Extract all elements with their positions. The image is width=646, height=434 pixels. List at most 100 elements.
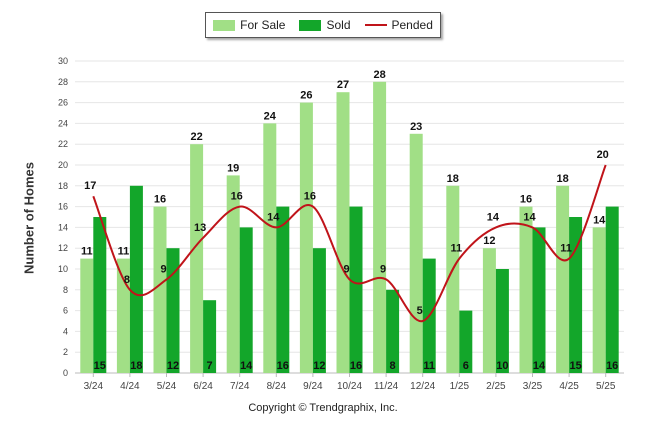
- sold-value-label: 14: [240, 360, 253, 372]
- x-tick-label: 5/25: [596, 381, 616, 392]
- chart-legend: For Sale Sold Pended: [205, 12, 441, 38]
- sold-value-label: 15: [569, 360, 581, 372]
- for-sale-value-label: 16: [520, 194, 532, 206]
- pended-line-icon: [364, 24, 387, 26]
- sold-bar: [239, 227, 253, 373]
- for-sale-bar: [299, 102, 313, 373]
- x-tick-label: 4/24: [120, 381, 140, 392]
- x-tick-label: 2/25: [486, 381, 506, 392]
- for-sale-bar: [482, 248, 496, 373]
- sold-bar: [129, 185, 143, 373]
- pended-value-label: 11: [450, 243, 462, 255]
- for-sale-value-label: 24: [264, 110, 277, 122]
- y-tick-label: 20: [58, 160, 68, 170]
- sold-bar: [166, 248, 180, 373]
- pended-value-label: 9: [343, 263, 349, 275]
- x-tick-label: 3/25: [523, 381, 543, 392]
- y-tick-label: 30: [58, 56, 68, 66]
- sold-bar: [386, 289, 400, 373]
- pended-value-label: 14: [267, 211, 280, 223]
- pended-value-label: 16: [304, 191, 316, 203]
- for-sale-value-label: 11: [81, 246, 93, 258]
- for-sale-swatch-icon: [213, 19, 236, 31]
- legend-item-sold[interactable]: Sold: [299, 18, 351, 32]
- sold-bar: [605, 206, 619, 373]
- sold-bar: [312, 248, 326, 373]
- legend-label-pended: Pended: [391, 18, 433, 32]
- for-sale-bar: [153, 206, 167, 373]
- y-tick-label: 26: [58, 98, 68, 108]
- sold-value-label: 11: [423, 360, 435, 372]
- for-sale-value-label: 23: [410, 121, 422, 133]
- x-tick-label: 6/24: [193, 381, 213, 392]
- for-sale-value-label: 12: [483, 235, 495, 247]
- y-tick-label: 22: [58, 139, 68, 149]
- y-tick-label: 6: [63, 306, 68, 316]
- pended-value-label: 14: [487, 211, 500, 223]
- sold-value-label: 12: [167, 360, 179, 372]
- y-tick-label: 18: [58, 181, 68, 191]
- y-tick-label: 14: [58, 222, 68, 232]
- pended-value-label: 8: [124, 274, 130, 286]
- y-tick-label: 24: [58, 118, 68, 128]
- x-tick-label: 7/24: [230, 381, 250, 392]
- legend-item-pended[interactable]: Pended: [364, 18, 433, 32]
- pended-value-label: 11: [560, 243, 572, 255]
- x-tick-label: 3/24: [84, 381, 104, 392]
- x-tick-label: 8/24: [267, 381, 287, 392]
- sold-bar: [459, 310, 473, 373]
- for-sale-bar: [556, 185, 570, 373]
- pended-value-label: 20: [597, 149, 609, 161]
- sold-value-label: 16: [606, 360, 618, 372]
- for-sale-bar: [409, 133, 423, 373]
- for-sale-bar: [336, 92, 350, 373]
- x-tick-label: 9/24: [303, 381, 323, 392]
- for-sale-bar: [446, 185, 460, 373]
- for-sale-bar: [373, 81, 387, 374]
- sold-value-label: 16: [350, 360, 362, 372]
- y-axis-title: Number of Homes: [21, 162, 37, 274]
- legend-item-for-sale[interactable]: For Sale: [213, 18, 285, 32]
- for-sale-bar: [263, 123, 277, 374]
- for-sale-value-label: 11: [118, 246, 130, 258]
- sold-value-label: 6: [463, 360, 469, 372]
- x-tick-label: 4/25: [559, 381, 579, 392]
- for-sale-bar: [80, 258, 94, 373]
- for-sale-value-label: 14: [593, 214, 606, 226]
- sold-bar: [349, 206, 363, 373]
- sold-value-label: 10: [496, 360, 508, 372]
- pended-value-label: 13: [194, 222, 206, 234]
- y-tick-label: 28: [58, 77, 68, 87]
- pended-value-label: 14: [523, 211, 536, 223]
- for-sale-value-label: 18: [556, 173, 568, 185]
- for-sale-value-label: 26: [300, 90, 312, 102]
- y-tick-label: 12: [58, 243, 68, 253]
- pended-value-label: 9: [380, 263, 386, 275]
- sold-value-label: 14: [533, 360, 546, 372]
- legend-label-for-sale: For Sale: [240, 18, 286, 32]
- x-tick-label: 12/24: [410, 381, 435, 392]
- y-tick-label: 16: [58, 202, 68, 212]
- sold-bar: [93, 217, 107, 373]
- sold-bar: [203, 300, 217, 373]
- sold-value-label: 7: [207, 360, 213, 372]
- sold-bar: [495, 269, 509, 373]
- for-sale-value-label: 28: [373, 69, 385, 81]
- y-tick-label: 2: [63, 347, 68, 357]
- sold-value-label: 12: [313, 360, 325, 372]
- sold-value-label: 18: [130, 360, 142, 372]
- x-tick-label: 11/24: [374, 381, 399, 392]
- for-sale-bar: [116, 258, 130, 373]
- pended-value-label: 16: [231, 191, 243, 203]
- x-tick-label: 5/24: [157, 381, 177, 392]
- y-tick-label: 10: [58, 264, 68, 274]
- y-tick-label: 0: [63, 368, 68, 378]
- for-sale-bar: [190, 144, 204, 373]
- x-tick-label: 10/24: [337, 381, 362, 392]
- for-sale-bar: [226, 175, 240, 373]
- pended-value-label: 17: [84, 180, 96, 192]
- sold-swatch-icon: [299, 19, 322, 31]
- for-sale-value-label: 19: [227, 162, 239, 174]
- pended-value-label: 5: [417, 305, 423, 317]
